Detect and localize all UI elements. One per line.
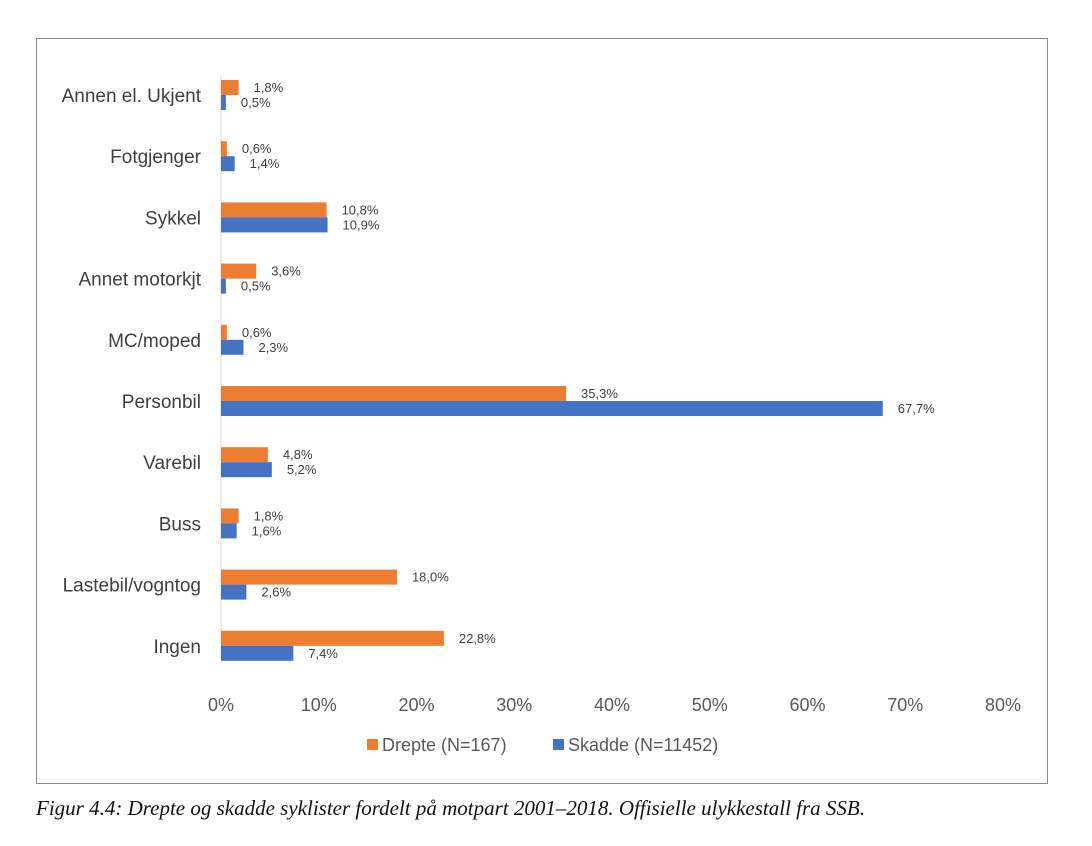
x-tick-label: 50% <box>692 695 728 715</box>
category-label: Sykkel <box>145 208 201 229</box>
category-label: Buss <box>159 514 201 535</box>
legend-swatch-drepte <box>367 739 378 750</box>
data-label-skadde: 0,5% <box>241 279 271 294</box>
category-label: Personbil <box>122 392 201 413</box>
x-tick-label: 20% <box>398 695 434 715</box>
bar-drepte <box>221 508 239 524</box>
x-tick-label: 60% <box>789 695 825 715</box>
bar-drepte <box>221 141 227 157</box>
bar-chart: Annen el. Ukjent 1,8%0,5%Fotgjenger 0,6%1,… <box>62 75 1021 755</box>
bar-drepte <box>221 386 567 401</box>
bar-skadde <box>221 523 237 539</box>
data-label-skadde: 7,4% <box>308 646 338 661</box>
category-label: Annet motorkjt <box>79 270 202 291</box>
bar-skadde <box>221 95 226 110</box>
data-label-drepte: 1,8% <box>254 508 284 523</box>
data-label-skadde: 1,4% <box>250 156 280 171</box>
x-tick-label: 70% <box>887 695 923 715</box>
bar-skadde <box>221 645 294 661</box>
bar-skadde <box>221 584 247 600</box>
legend-label-skadde: Skadde (N=11452) <box>568 735 718 755</box>
legend-label-drepte: Drepte (N=167) <box>382 735 507 755</box>
x-tick-label: 10% <box>301 695 337 715</box>
figure-caption: Figur 4.4: Drepte og skadde syklister fo… <box>36 796 865 820</box>
bar-skadde <box>221 339 244 355</box>
data-label-drepte: 35,3% <box>581 386 618 401</box>
data-label-drepte: 10,8% <box>342 202 379 217</box>
data-label-skadde: 1,6% <box>252 523 282 538</box>
data-label-drepte: 3,6% <box>271 264 301 279</box>
x-tick-label: 30% <box>496 695 532 715</box>
data-label-drepte: 0,6% <box>242 141 272 156</box>
data-label-skadde: 5,2% <box>287 462 317 477</box>
bar-drepte <box>221 569 397 585</box>
bar-drepte <box>221 263 257 279</box>
category-label: Varebil <box>143 453 201 474</box>
bar-skadde <box>221 217 328 233</box>
category-label: Annen el. Ukjent <box>62 86 202 107</box>
bar-drepte <box>221 80 239 95</box>
bar-drepte <box>221 630 444 646</box>
x-tick-label: 80% <box>985 695 1021 715</box>
legend-swatch-skadde <box>553 739 564 750</box>
bar-skadde <box>221 401 883 416</box>
bar-drepte <box>221 447 268 463</box>
bar-skadde <box>221 462 272 478</box>
data-label-drepte: 22,8% <box>459 631 496 646</box>
x-tick-label: 0% <box>208 695 234 715</box>
data-label-skadde: 10,9% <box>343 217 380 232</box>
category-label: Fotgjenger <box>110 147 202 168</box>
chart-frame: Annen el. Ukjent 1,8% 0,5% Fotgjenger 0,6% 1,… <box>36 38 1048 784</box>
category-label: Ingen <box>153 637 201 658</box>
category-label: Lastebil/vogntog <box>63 576 201 597</box>
data-label-skadde: 2,6% <box>261 585 291 600</box>
bar-drepte <box>221 202 327 218</box>
data-label-drepte: 4,8% <box>283 447 313 462</box>
data-label-drepte: 1,8% <box>254 80 284 95</box>
data-label-skadde: 2,3% <box>258 340 288 355</box>
bar-skadde <box>221 156 235 172</box>
x-tick-label: 40% <box>594 695 630 715</box>
category-label: MC/moped <box>108 331 201 352</box>
data-label-skadde: 67,7% <box>898 401 935 416</box>
data-label-skadde: 0,5% <box>241 95 271 110</box>
data-label-drepte: 18,0% <box>412 570 449 585</box>
bar-skadde <box>221 278 226 294</box>
bar-drepte <box>221 324 227 340</box>
data-label-drepte: 0,6% <box>242 325 272 340</box>
